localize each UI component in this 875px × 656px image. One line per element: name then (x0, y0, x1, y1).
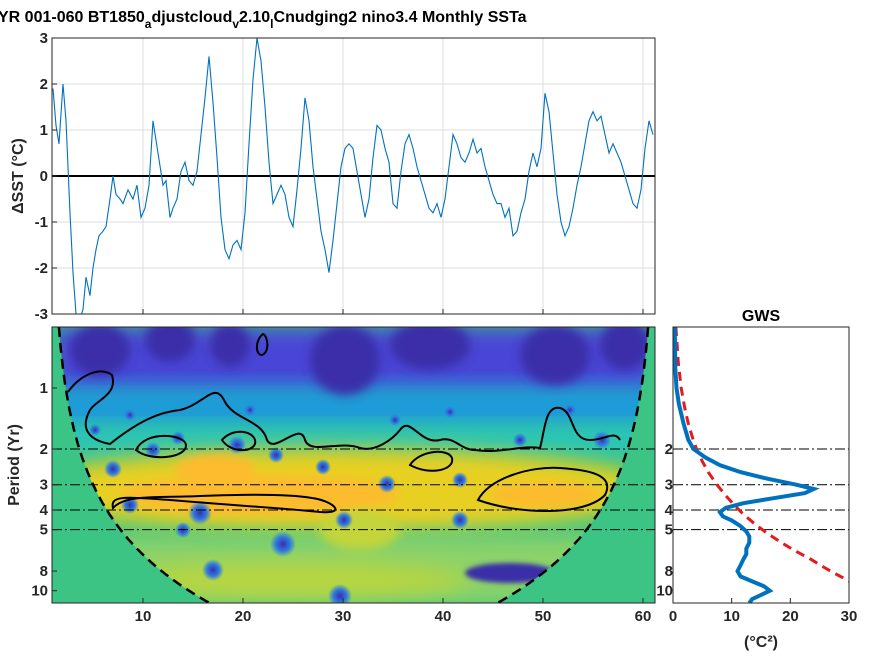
gws-y-tick-label: 10 (656, 583, 673, 600)
wavelet-y-tick-label: 2 (40, 441, 48, 458)
gws-y-ticks: 2 3 4 5 8 10 (656, 441, 673, 600)
gws-plot-area (673, 327, 849, 603)
wavelet-y-ticks: 1 2 3 4 5 8 10 (31, 380, 57, 600)
gws-panel: GWS 2 3 4 5 8 10 0 10 20 30 (°C²) (656, 308, 857, 651)
gws-power-curve (673, 327, 820, 603)
gws-x-tick-label: 30 (841, 608, 858, 625)
significance-contours (67, 332, 621, 514)
timeseries-y-tick-label: -2 (35, 260, 48, 277)
timeseries-panel: -3 -2 -1 0 1 2 3 ΔSST (°C) (10, 30, 656, 323)
wavelet-y-tick-label: 5 (40, 522, 48, 539)
timeseries-y-tick-label: -3 (35, 306, 48, 323)
wavelet-reference-lines (52, 448, 655, 531)
wavelet-x-tick-label: 10 (135, 608, 152, 625)
wavelet-x-tick-label: 60 (635, 608, 652, 625)
gws-x-tick-label: 20 (782, 608, 799, 625)
gws-x-tick-label: 0 (669, 608, 677, 625)
wavelet-power-colormap (52, 327, 655, 603)
gws-y-tick-label: 8 (665, 563, 673, 580)
timeseries-y-tick-label: 0 (40, 168, 48, 185)
timeseries-y-tick-label: 1 (40, 122, 48, 139)
gws-y-tick-label: 2 (665, 441, 673, 458)
wavelet-y-tick-label: 8 (40, 563, 48, 580)
wavelet-axes-box (51, 326, 656, 604)
timeseries-y-ticks: -3 -2 -1 0 1 2 3 (35, 30, 57, 323)
sst-anomaly-line (52, 38, 654, 314)
figure-title: YR 001-060 BT1850adjustcloudv2.10lCnudgi… (0, 9, 527, 31)
wavelet-x-tick-label: 30 (335, 608, 352, 625)
wavelet-y-tick-label: 10 (31, 583, 48, 600)
gws-y-tick-label: 4 (665, 502, 674, 519)
wavelet-y-tick-label: 1 (40, 380, 48, 397)
coi-mask (497, 327, 655, 603)
wavelet-y-label: Period (Yr) (6, 424, 23, 506)
coi-mask (52, 327, 210, 603)
timeseries-y-tick-label: 3 (40, 30, 48, 47)
wavelet-x-tick-label: 40 (435, 608, 452, 625)
gws-axes-box (672, 326, 850, 604)
gws-x-label: (°C²) (744, 634, 778, 651)
gws-y-tick-label: 5 (665, 522, 673, 539)
gws-title: GWS (742, 308, 781, 325)
gws-x-ticks: 0 10 20 30 (669, 598, 858, 625)
wavelet-y-tick-label: 4 (40, 502, 49, 519)
gws-y-tick-label: 3 (665, 477, 673, 494)
wavelet-x-ticks: 10 20 30 40 50 60 (135, 309, 652, 625)
wavelet-y-tick-label: 3 (40, 477, 48, 494)
gws-x-tick-label: 10 (723, 608, 740, 625)
wavelet-x-tick-label: 50 (535, 608, 552, 625)
gws-significance-curve (674, 327, 849, 583)
wavelet-x-tick-label: 20 (235, 608, 252, 625)
timeseries-y-tick-label: 2 (40, 76, 48, 93)
timeseries-y-tick-label: -1 (35, 214, 48, 231)
wavelet-panel: 1 2 3 4 5 8 10 10 20 30 40 50 60 Period (Yr) (6, 309, 656, 625)
timeseries-y-label: ΔSST (°C) (10, 138, 27, 214)
gws-reference-lines (673, 448, 849, 531)
